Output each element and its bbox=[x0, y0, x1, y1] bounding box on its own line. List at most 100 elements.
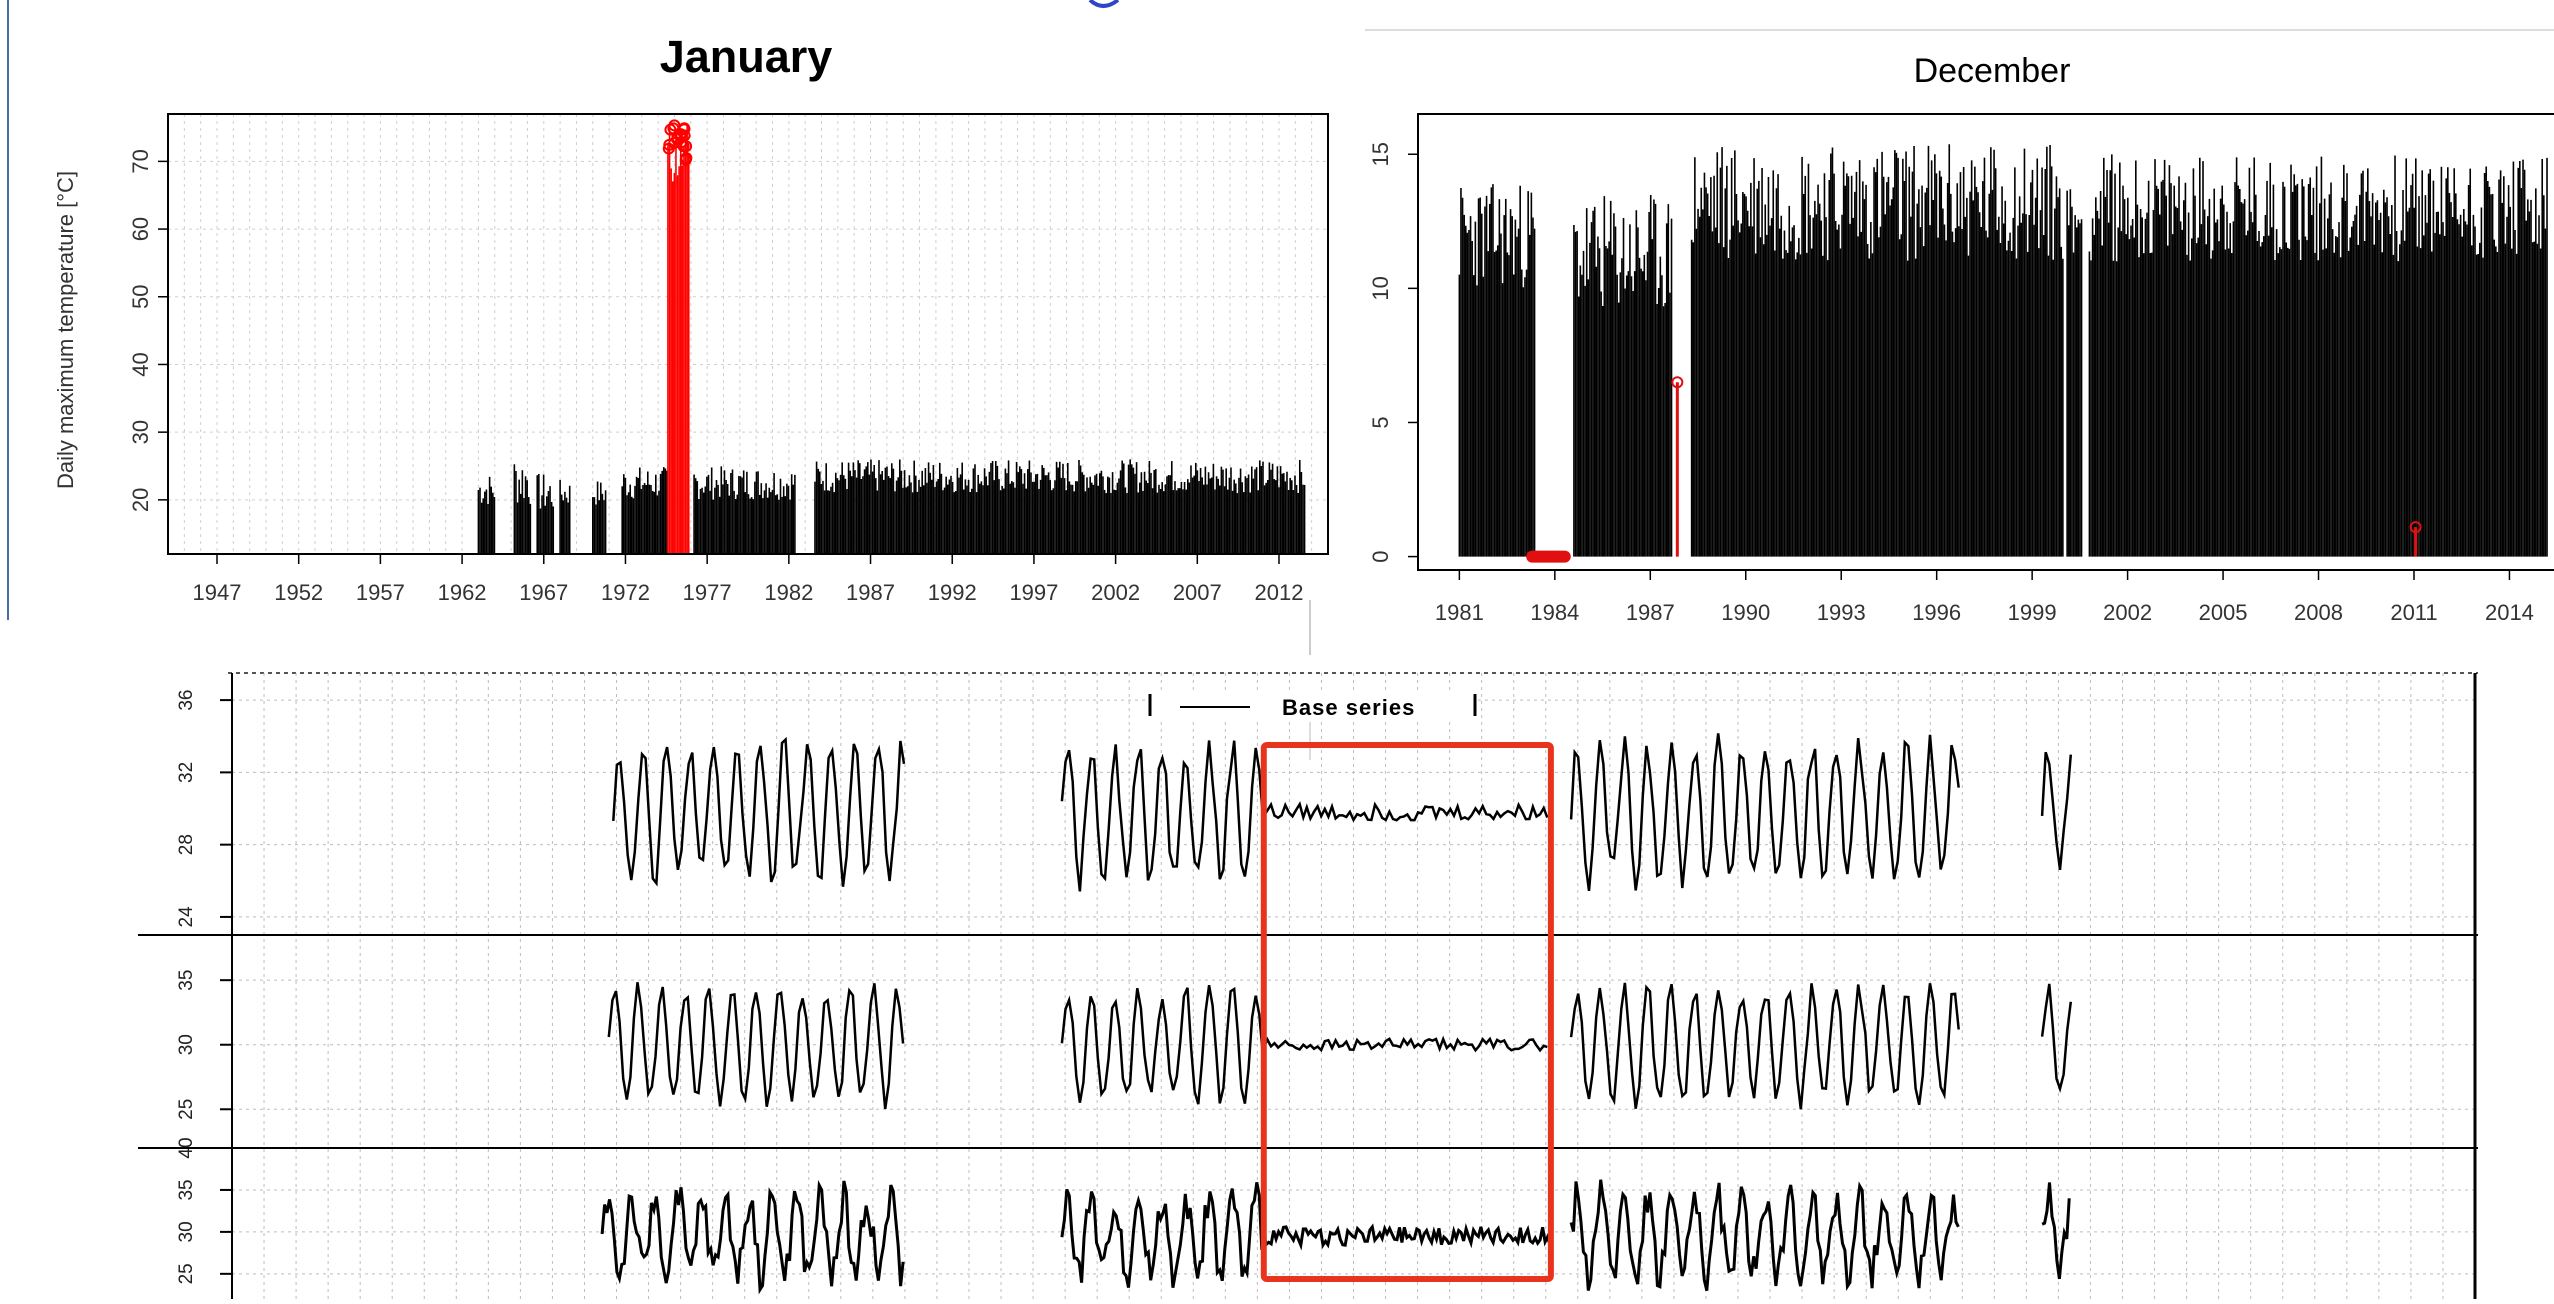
base-series-grid bbox=[232, 673, 2475, 1299]
january-outlier-point bbox=[663, 138, 676, 151]
base-y-tick-label: 30 bbox=[176, 1221, 197, 1242]
january-bar-segment bbox=[591, 481, 607, 554]
december-outlier-point bbox=[1671, 376, 1684, 389]
base-y-tick-label: 25 bbox=[176, 1099, 197, 1120]
december-y-tick-label: 5 bbox=[1368, 416, 1393, 428]
base-series-line bbox=[2041, 1182, 2071, 1280]
slide-title-fragment bbox=[1088, 0, 1120, 8]
december-title: December bbox=[1914, 52, 2071, 90]
january-chart: January 20 30 40 50 60 70 1947 1952 1957 1962 196… bbox=[53, 31, 1329, 605]
january-y-tick-label: 50 bbox=[128, 285, 153, 309]
january-x-tick-label: 1947 bbox=[193, 580, 242, 605]
december-y-tick-label: 15 bbox=[1368, 142, 1393, 166]
december-y-ticks: 0 5 10 15 bbox=[1368, 142, 1418, 563]
january-plot-frame bbox=[167, 113, 1329, 555]
january-x-tick-label: 1997 bbox=[1009, 580, 1058, 605]
base-series-line bbox=[600, 1179, 905, 1295]
january-y-tick-label: 60 bbox=[128, 217, 153, 241]
base-series-line bbox=[2040, 983, 2073, 1094]
december-bar-segment bbox=[2088, 154, 2548, 557]
highlight-rectangle bbox=[1260, 742, 1554, 1282]
base-series-line bbox=[607, 982, 905, 1110]
base-y-tick-label: 28 bbox=[176, 834, 197, 855]
december-plot-frame bbox=[1417, 113, 2554, 571]
january-outlier-point bbox=[675, 136, 688, 149]
december-x-tick-label: 1987 bbox=[1626, 600, 1675, 625]
base-y-tick-label: 36 bbox=[176, 690, 197, 711]
december-x-tick-label: 1981 bbox=[1435, 600, 1484, 625]
base-y-tick-label: 40 bbox=[176, 1137, 197, 1158]
january-y-tick-label: 30 bbox=[128, 420, 153, 444]
january-x-tick-label: 1987 bbox=[846, 580, 895, 605]
base-series-chart: 24 28 32 36 25 30 35 25 30 35 40 Base series bbox=[138, 672, 2478, 1299]
base-series-line bbox=[1060, 1182, 1264, 1288]
january-bar-segment bbox=[559, 479, 571, 554]
january-bar-segment bbox=[536, 473, 555, 554]
january-y-tick-label: 70 bbox=[128, 149, 153, 173]
december-x-tick-label: 2014 bbox=[2485, 600, 2534, 625]
january-title: January bbox=[660, 31, 833, 82]
base-series-line bbox=[1262, 1222, 1552, 1251]
january-outlier-point bbox=[680, 151, 693, 164]
december-x-tick-label: 1993 bbox=[1817, 600, 1866, 625]
january-x-tick-label: 2002 bbox=[1091, 580, 1140, 605]
base-series-y-ticks: 24 28 32 36 25 30 35 25 30 35 40 bbox=[176, 690, 232, 1284]
january-x-tick-label: 2012 bbox=[1255, 580, 1304, 605]
base-y-tick-label: 25 bbox=[176, 1263, 197, 1284]
base-y-tick-label: 24 bbox=[176, 906, 197, 928]
january-x-tick-label: 1957 bbox=[356, 580, 405, 605]
january-x-tick-label: 1992 bbox=[928, 580, 977, 605]
january-x-tick-label: 1967 bbox=[519, 580, 568, 605]
base-series-line bbox=[1569, 733, 1960, 892]
base-y-tick-label: 32 bbox=[176, 762, 197, 783]
january-bar-segment bbox=[814, 459, 1306, 554]
base-series-line bbox=[1262, 1035, 1548, 1053]
december-chart: December 0 5 10 15 1981 1984 1987 1990 1993 1996… bbox=[1368, 52, 2554, 625]
december-x-tick-label: 1996 bbox=[1912, 600, 1961, 625]
january-outlier-bars bbox=[662, 119, 693, 554]
december-zero-run bbox=[1526, 550, 1571, 563]
january-outlier-point bbox=[674, 128, 687, 141]
december-bar-segment bbox=[1690, 144, 2064, 557]
base-series-legend: Base series bbox=[1148, 690, 1477, 722]
december-x-tick-label: 2011 bbox=[2390, 600, 2437, 625]
december-bar-segment bbox=[2066, 189, 2083, 557]
december-bar-segment bbox=[1458, 184, 1536, 557]
january-x-tick-label: 1982 bbox=[764, 580, 813, 605]
january-bar-segment bbox=[477, 476, 496, 554]
base-series-line bbox=[1569, 1179, 1960, 1292]
december-bar-segment bbox=[1573, 195, 1673, 557]
base-series-line bbox=[1262, 801, 1549, 823]
january-bar-segment bbox=[621, 467, 668, 554]
base-series-line bbox=[2040, 751, 2073, 871]
december-x-tick-label: 1990 bbox=[1721, 600, 1770, 625]
january-x-ticks: 1947 1952 1957 1962 1967 1972 1977 1982 1987 1992… bbox=[193, 554, 1304, 605]
legend-border bbox=[1148, 694, 1477, 716]
january-bars bbox=[477, 459, 1306, 554]
december-x-tick-label: 2005 bbox=[2199, 600, 2248, 625]
base-series-line bbox=[612, 736, 906, 887]
january-x-tick-label: 2007 bbox=[1173, 580, 1222, 605]
january-x-tick-label: 1962 bbox=[438, 580, 487, 605]
january-x-tick-label: 1972 bbox=[601, 580, 650, 605]
base-y-tick-label: 35 bbox=[176, 970, 197, 991]
base-y-tick-label: 30 bbox=[176, 1034, 197, 1055]
january-y-axis-label: Daily maximum temperature [°C] bbox=[53, 171, 78, 489]
january-y-ticks: 20 30 40 50 60 70 bbox=[128, 149, 168, 512]
december-x-tick-label: 1984 bbox=[1530, 600, 1579, 625]
december-bars bbox=[1458, 144, 2548, 557]
base-series-line bbox=[1060, 984, 1265, 1105]
legend-label: Base series bbox=[1282, 695, 1415, 720]
base-y-tick-label: 35 bbox=[176, 1179, 197, 1200]
january-x-tick-label: 1977 bbox=[683, 580, 732, 605]
january-red-segment bbox=[662, 119, 693, 554]
december-y-tick-label: 0 bbox=[1368, 550, 1393, 562]
base-series-line bbox=[1569, 982, 1960, 1110]
january-y-tick-label: 20 bbox=[128, 488, 153, 512]
december-y-tick-label: 10 bbox=[1368, 276, 1393, 300]
december-x-tick-label: 1999 bbox=[2008, 600, 2057, 625]
january-x-tick-label: 1952 bbox=[274, 580, 323, 605]
december-x-tick-label: 2008 bbox=[2294, 600, 2343, 625]
december-x-tick-label: 2002 bbox=[2103, 600, 2152, 625]
